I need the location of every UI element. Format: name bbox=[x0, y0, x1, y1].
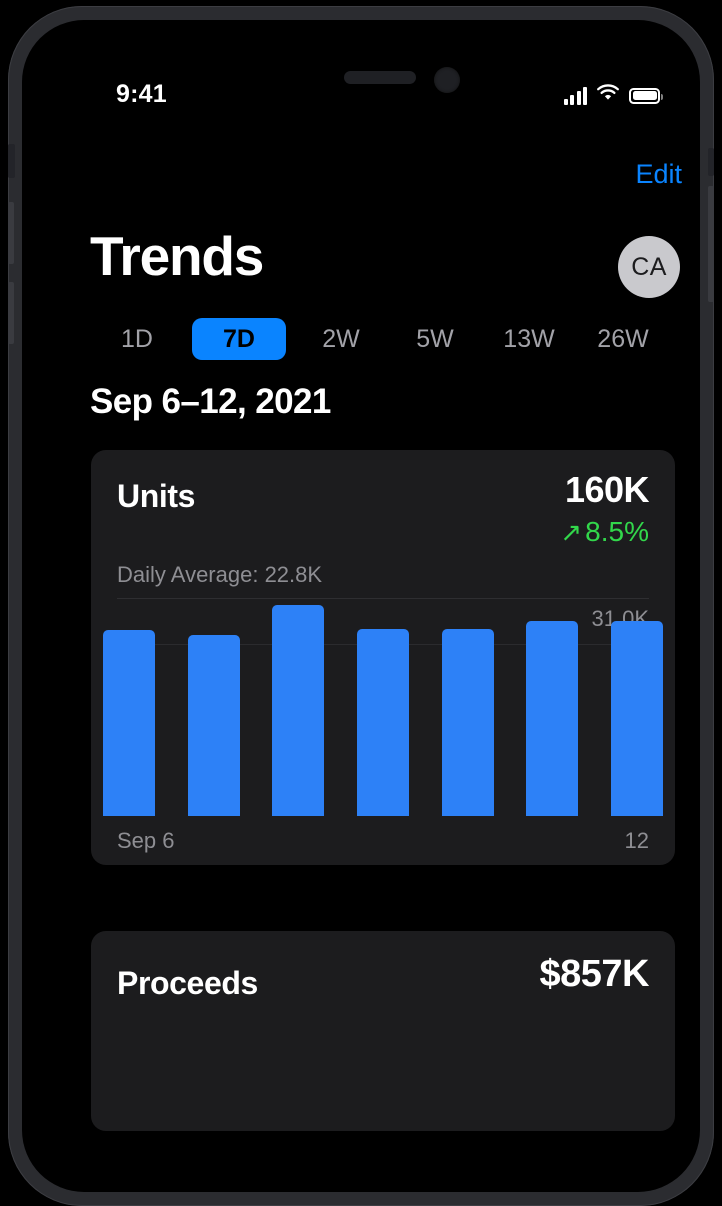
edit-button[interactable]: Edit bbox=[635, 159, 682, 189]
avatar[interactable]: CA bbox=[618, 236, 680, 298]
segment-26w[interactable]: 26W bbox=[597, 325, 649, 353]
axis-label-end: 12 bbox=[624, 828, 649, 853]
card-header: Proceeds $857K bbox=[91, 931, 675, 1017]
metric-card-proceeds[interactable]: Proceeds $857K bbox=[91, 931, 675, 1131]
power-button-notch[interactable] bbox=[708, 148, 714, 176]
card-value: $857K bbox=[539, 953, 650, 995]
chart-bar[interactable] bbox=[187, 635, 240, 816]
volume-up-button[interactable] bbox=[8, 202, 14, 264]
date-range-label: Sep 6–12, 2021 bbox=[90, 382, 331, 421]
chart-bar[interactable] bbox=[272, 605, 325, 816]
wifi-icon bbox=[596, 84, 620, 107]
battery-icon bbox=[629, 87, 663, 104]
front-camera-icon bbox=[434, 67, 460, 93]
page-title: Trends bbox=[90, 225, 264, 287]
volume-down-button[interactable] bbox=[8, 282, 14, 344]
silence-switch[interactable] bbox=[8, 144, 15, 178]
card-value: 160K bbox=[564, 469, 650, 510]
time-range-segmented-control[interactable]: 1D 7D 2W 5W 13W 26W bbox=[90, 318, 670, 360]
segment-2w[interactable]: 2W bbox=[322, 325, 360, 353]
axis-label-start: Sep 6 bbox=[117, 828, 175, 853]
card-delta-value: 8.5% bbox=[585, 516, 649, 547]
bar-chart[interactable]: 31.0K bbox=[91, 600, 675, 816]
card-header: Units 160K ↗ 8.5% bbox=[91, 450, 675, 547]
earpiece-speaker-icon bbox=[344, 71, 416, 84]
card-subtitle: Daily Average: 22.8K bbox=[117, 562, 323, 587]
segment-5w[interactable]: 5W bbox=[416, 325, 454, 353]
status-time: 9:41 bbox=[116, 80, 167, 108]
segment-13w[interactable]: 13W bbox=[503, 325, 555, 353]
card-title: Units bbox=[117, 478, 196, 514]
chart-bar[interactable] bbox=[103, 630, 155, 816]
status-bar: 9:41 bbox=[44, 80, 706, 116]
chart-bar[interactable] bbox=[526, 621, 579, 816]
device-screen-bezel: 9:41 Edit bbox=[22, 20, 700, 1192]
app-screen: 9:41 Edit bbox=[44, 34, 706, 1206]
card-delta: ↗ 8.5% bbox=[560, 516, 649, 548]
trend-up-arrow-icon: ↗ bbox=[560, 517, 583, 547]
segment-1d[interactable]: 1D bbox=[121, 325, 153, 353]
chart-bar[interactable] bbox=[441, 628, 494, 816]
status-icons bbox=[563, 84, 663, 107]
metric-card-units[interactable]: Units 160K ↗ 8.5% Daily Average: 22.8K 31… bbox=[91, 450, 675, 865]
power-button[interactable] bbox=[708, 186, 714, 302]
device-frame: 9:41 Edit bbox=[8, 6, 714, 1206]
cellular-bars-icon bbox=[563, 86, 587, 105]
card-title: Proceeds bbox=[117, 965, 258, 1001]
chart-bar[interactable] bbox=[356, 628, 409, 816]
title-row: Trends CA bbox=[44, 224, 706, 310]
chart-bars bbox=[103, 600, 663, 816]
chart-bar[interactable] bbox=[610, 621, 663, 816]
card-divider bbox=[117, 598, 649, 599]
segment-7d[interactable]: 7D bbox=[192, 318, 286, 360]
chart-x-axis: Sep 6 12 bbox=[117, 828, 649, 854]
